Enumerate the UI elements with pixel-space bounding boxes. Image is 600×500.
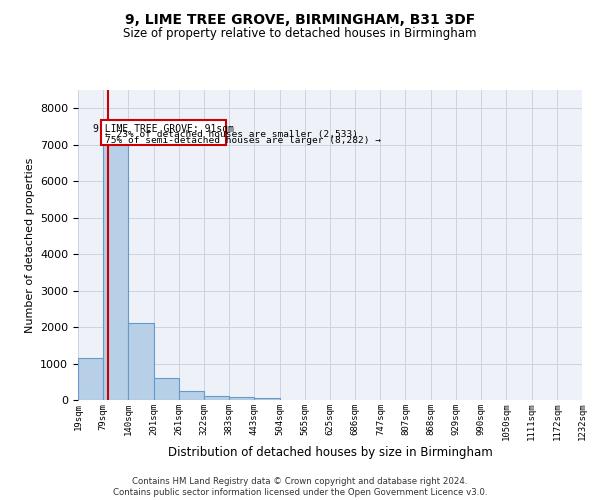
Text: 9, LIME TREE GROVE, BIRMINGHAM, B31 3DF: 9, LIME TREE GROVE, BIRMINGHAM, B31 3DF bbox=[125, 12, 475, 26]
Bar bbox=[254, 398, 280, 400]
Bar bbox=[229, 397, 254, 400]
Text: Distribution of detached houses by size in Birmingham: Distribution of detached houses by size … bbox=[167, 446, 493, 459]
Bar bbox=[78, 358, 103, 400]
Text: Contains HM Land Registry data © Crown copyright and database right 2024.: Contains HM Land Registry data © Crown c… bbox=[132, 476, 468, 486]
FancyBboxPatch shape bbox=[101, 120, 226, 146]
Bar bbox=[179, 391, 204, 400]
Text: ← 23% of detached houses are smaller (2,533): ← 23% of detached houses are smaller (2,… bbox=[106, 130, 358, 139]
Text: Contains public sector information licensed under the Open Government Licence v3: Contains public sector information licen… bbox=[113, 488, 487, 497]
Bar bbox=[154, 378, 179, 400]
Text: 9 LIME TREE GROVE: 91sqm: 9 LIME TREE GROVE: 91sqm bbox=[93, 124, 234, 134]
Bar bbox=[204, 396, 229, 400]
Text: Size of property relative to detached houses in Birmingham: Size of property relative to detached ho… bbox=[123, 28, 477, 40]
Text: 75% of semi-detached houses are larger (8,282) →: 75% of semi-detached houses are larger (… bbox=[106, 136, 382, 145]
Y-axis label: Number of detached properties: Number of detached properties bbox=[25, 158, 35, 332]
Bar bbox=[103, 126, 128, 400]
Bar bbox=[128, 324, 154, 400]
